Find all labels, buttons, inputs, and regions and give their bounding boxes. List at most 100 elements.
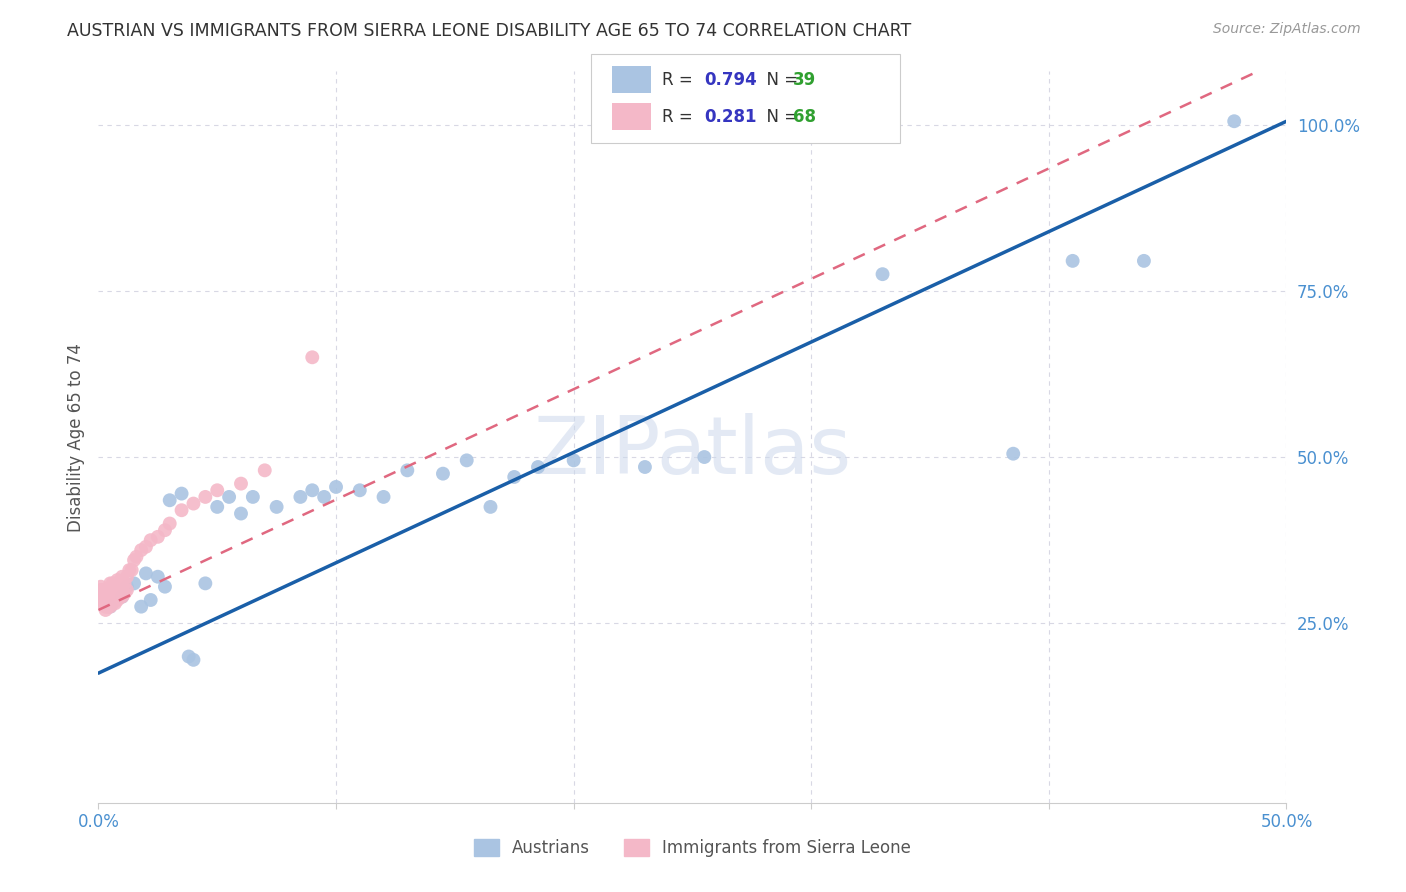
Point — [101, 593, 124, 607]
Point — [104, 593, 127, 607]
Point — [107, 582, 129, 597]
Point — [118, 563, 141, 577]
Point — [207, 500, 229, 514]
Point — [229, 507, 252, 521]
Text: 68: 68 — [793, 108, 815, 126]
Point — [101, 576, 124, 591]
Point — [94, 603, 117, 617]
Point — [634, 460, 657, 475]
Point — [183, 497, 205, 511]
Point — [153, 523, 176, 537]
Point — [314, 490, 336, 504]
Point — [253, 463, 276, 477]
Point — [432, 467, 454, 481]
Point — [91, 596, 114, 610]
Point — [111, 580, 134, 594]
Point — [170, 486, 193, 500]
Point — [1133, 253, 1156, 268]
Point — [114, 576, 136, 591]
Point — [107, 593, 129, 607]
Point — [479, 500, 502, 514]
Point — [122, 553, 145, 567]
Point — [242, 490, 264, 504]
Point — [114, 586, 136, 600]
Point — [153, 580, 176, 594]
Point — [170, 503, 193, 517]
Point — [108, 590, 131, 604]
Point — [97, 593, 120, 607]
Point — [98, 576, 121, 591]
Point — [139, 593, 162, 607]
Point — [98, 593, 121, 607]
Point — [90, 580, 112, 594]
Point — [94, 590, 117, 604]
Point — [183, 653, 205, 667]
Point — [108, 586, 131, 600]
Point — [91, 593, 114, 607]
Point — [115, 582, 138, 597]
Point — [194, 490, 217, 504]
Point — [111, 570, 134, 584]
Point — [207, 483, 229, 498]
Point — [104, 586, 127, 600]
Text: Source: ZipAtlas.com: Source: ZipAtlas.com — [1213, 22, 1361, 37]
Y-axis label: Disability Age 65 to 74: Disability Age 65 to 74 — [66, 343, 84, 532]
Point — [301, 351, 323, 365]
Point — [94, 596, 117, 610]
Point — [129, 599, 152, 614]
Point — [325, 480, 347, 494]
Point — [135, 566, 157, 581]
Point — [94, 599, 117, 614]
Point — [111, 590, 134, 604]
Point — [527, 460, 550, 475]
Text: N =: N = — [756, 70, 804, 88]
Point — [456, 453, 478, 467]
Text: 39: 39 — [793, 70, 817, 88]
Point — [104, 596, 127, 610]
Point — [503, 470, 526, 484]
Point — [98, 599, 121, 614]
Point — [266, 500, 288, 514]
Point — [122, 576, 145, 591]
Point — [91, 590, 114, 604]
Point — [121, 563, 143, 577]
Point — [90, 586, 112, 600]
Point — [290, 490, 312, 504]
Legend: Austrians, Immigrants from Sierra Leone: Austrians, Immigrants from Sierra Leone — [467, 832, 918, 864]
Point — [97, 582, 120, 597]
Point — [872, 267, 894, 281]
Point — [373, 490, 395, 504]
Point — [101, 596, 124, 610]
Point — [111, 586, 134, 600]
Point — [91, 586, 114, 600]
Point — [107, 573, 129, 587]
Point — [218, 490, 240, 504]
Point — [139, 533, 162, 548]
Point — [159, 516, 181, 531]
Point — [94, 586, 117, 600]
Point — [129, 543, 152, 558]
Point — [1223, 114, 1246, 128]
Text: ZIPatlas: ZIPatlas — [533, 413, 852, 491]
Point — [98, 596, 121, 610]
Point — [97, 596, 120, 610]
Point — [107, 590, 129, 604]
Point — [94, 593, 117, 607]
Point — [115, 580, 138, 594]
Point — [135, 540, 157, 554]
Point — [90, 593, 112, 607]
Point — [90, 582, 112, 597]
Point — [97, 590, 120, 604]
Point — [396, 463, 419, 477]
Point — [115, 570, 138, 584]
Point — [98, 582, 121, 597]
Point — [562, 453, 585, 467]
Point — [693, 450, 716, 464]
Text: R =: R = — [662, 108, 699, 126]
Point — [94, 582, 117, 597]
Text: N =: N = — [756, 108, 804, 126]
Text: R =: R = — [662, 70, 699, 88]
Point — [111, 590, 134, 604]
Point — [97, 599, 120, 614]
Point — [1002, 447, 1025, 461]
